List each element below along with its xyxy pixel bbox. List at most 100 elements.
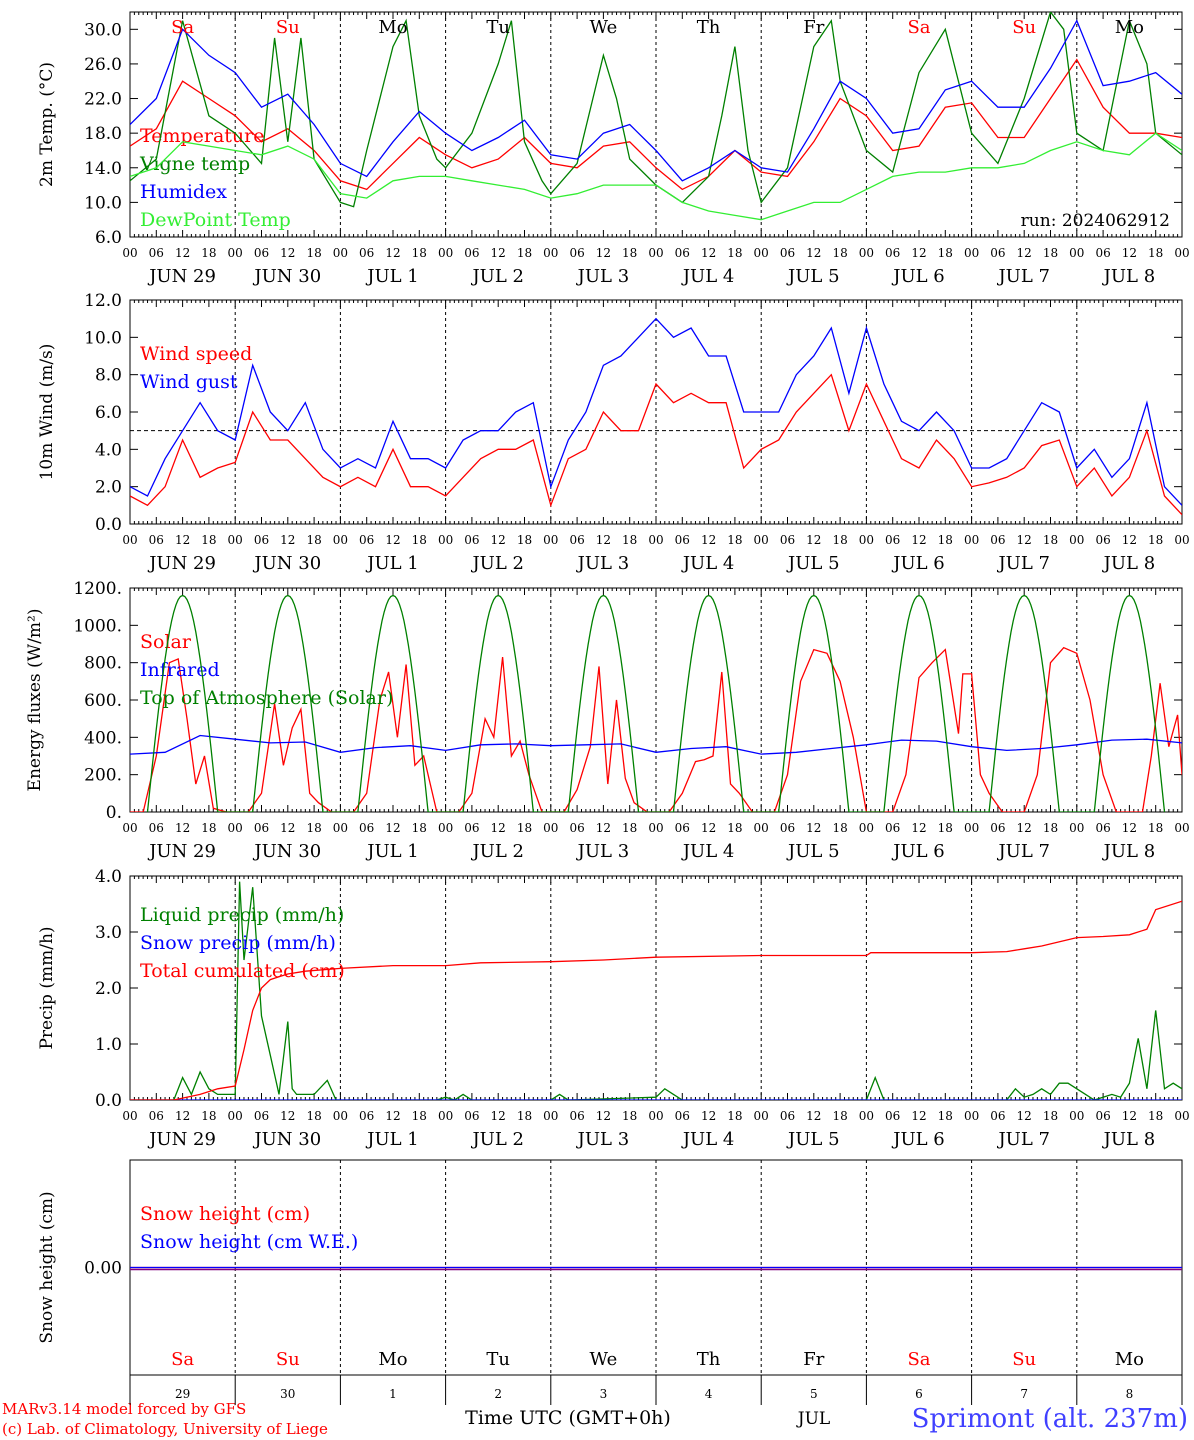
hour-tick-label: 12 bbox=[1122, 821, 1137, 835]
hour-tick-label: 06 bbox=[359, 821, 374, 835]
hour-tick-label: 18 bbox=[306, 246, 321, 260]
hour-tick-label: 00 bbox=[1069, 1109, 1084, 1123]
hour-tick-label: 00 bbox=[438, 533, 453, 547]
date-label: JUL 1 bbox=[365, 1129, 419, 1150]
hour-tick-label: 18 bbox=[1148, 533, 1163, 547]
hour-tick-label: 00 bbox=[859, 1109, 874, 1123]
date-label: JUL 1 bbox=[365, 553, 419, 574]
y-tick-label: 22.0 bbox=[84, 90, 122, 110]
hour-tick-label: 18 bbox=[832, 246, 847, 260]
hour-tick-label: 00 bbox=[438, 246, 453, 260]
hour-tick-label: 06 bbox=[359, 246, 374, 260]
hour-tick-label: 18 bbox=[727, 1109, 742, 1123]
hour-tick-label: 00 bbox=[1069, 821, 1084, 835]
day-name-bottom: Su bbox=[1012, 1349, 1036, 1370]
day-name-bottom: Sa bbox=[907, 1349, 930, 1370]
legend-label: DewPoint Temp bbox=[140, 209, 291, 231]
hour-tick-label: 00 bbox=[964, 246, 979, 260]
hour-tick-label: 18 bbox=[517, 533, 532, 547]
panel-2: 00 06 12 18 00 06 12 18 00 06 12 18 00 06 12 18 00 06 12 18… bbox=[37, 291, 1190, 574]
hour-tick-label: 12 bbox=[1017, 821, 1032, 835]
legend-label: Temperature bbox=[140, 125, 264, 147]
hour-tick-label: 18 bbox=[622, 246, 637, 260]
day-name-top: Th bbox=[697, 17, 721, 38]
date-label: JUL 1 bbox=[365, 266, 419, 287]
hour-tick-label: 12 bbox=[175, 246, 190, 260]
hour-tick-label: 12 bbox=[280, 1109, 295, 1123]
day-number: 1 bbox=[389, 1387, 397, 1401]
hour-tick-label: 12 bbox=[806, 246, 821, 260]
hour-tick-label: 06 bbox=[464, 533, 479, 547]
date-label: JUL 3 bbox=[576, 266, 630, 287]
day-name-top: We bbox=[590, 17, 618, 38]
hour-tick-label: 00 bbox=[543, 533, 558, 547]
hour-tick-label: 18 bbox=[306, 1109, 321, 1123]
hour-tick-label: 00 bbox=[543, 1109, 558, 1123]
date-label: JUL 4 bbox=[681, 1129, 735, 1150]
y-tick-label: 30.0 bbox=[84, 20, 122, 40]
hour-tick-label: 06 bbox=[990, 1109, 1005, 1123]
y-tick-label: 18.0 bbox=[84, 124, 122, 144]
panel-5: 0.00 Snow height (cm) Snow height (cm) Snow… bbox=[37, 1159, 1183, 1376]
hour-tick-label: 12 bbox=[911, 533, 926, 547]
date-label: JUL 6 bbox=[891, 841, 945, 862]
y-axis-label: Precip (mm/h) bbox=[37, 926, 57, 1049]
date-label: JUL 3 bbox=[576, 1129, 630, 1150]
date-label: JUN 29 bbox=[147, 553, 216, 574]
hour-tick-label: 12 bbox=[806, 533, 821, 547]
hour-tick-label: 06 bbox=[675, 1109, 690, 1123]
hour-tick-label: 18 bbox=[727, 533, 742, 547]
hour-tick-label: 12 bbox=[385, 533, 400, 547]
date-label: JUN 30 bbox=[252, 1129, 321, 1150]
day-number: 5 bbox=[810, 1387, 818, 1401]
hour-tick-label: 00 bbox=[122, 246, 137, 260]
date-label: JUL 7 bbox=[996, 1129, 1050, 1150]
hour-tick-label: 00 bbox=[333, 533, 348, 547]
hour-tick-label: 18 bbox=[1148, 246, 1163, 260]
hour-tick-label: 18 bbox=[727, 821, 742, 835]
hour-tick-label: 18 bbox=[938, 1109, 953, 1123]
y-tick-label: 10.0 bbox=[84, 193, 122, 213]
date-label: JUL 4 bbox=[681, 266, 735, 287]
hour-tick-label: 00 bbox=[754, 533, 769, 547]
hour-tick-label: 00 bbox=[648, 246, 663, 260]
hour-tick-label: 18 bbox=[1043, 821, 1058, 835]
legend-label: Snow precip (mm/h) bbox=[140, 932, 336, 954]
hour-tick-label: 06 bbox=[254, 821, 269, 835]
hour-tick-label: 12 bbox=[806, 821, 821, 835]
y-axis-label: 2m Temp. (°C) bbox=[37, 62, 57, 187]
hour-tick-label: 00 bbox=[438, 821, 453, 835]
day-number: 6 bbox=[915, 1387, 923, 1401]
hour-tick-label: 00 bbox=[543, 821, 558, 835]
hour-tick-label: 12 bbox=[596, 246, 611, 260]
y-tick-label: 3.0 bbox=[95, 923, 122, 943]
y-tick-label: 1000. bbox=[73, 616, 122, 636]
hour-tick-label: 12 bbox=[1017, 1109, 1032, 1123]
hour-tick-label: 00 bbox=[964, 821, 979, 835]
y-tick-label: 2.0 bbox=[95, 478, 122, 498]
legend-label: Wind gust bbox=[140, 371, 238, 393]
hour-tick-label: 18 bbox=[306, 821, 321, 835]
hour-tick-label: 06 bbox=[359, 533, 374, 547]
hour-tick-label: 18 bbox=[1043, 246, 1058, 260]
series-line bbox=[130, 373, 1182, 516]
y-tick-label: 200. bbox=[84, 766, 122, 786]
hour-tick-label: 00 bbox=[122, 1109, 137, 1123]
hour-tick-label: 12 bbox=[1017, 246, 1032, 260]
hour-tick-label: 12 bbox=[806, 1109, 821, 1123]
hour-tick-label: 06 bbox=[990, 246, 1005, 260]
hour-tick-label: 12 bbox=[280, 821, 295, 835]
hour-tick-label: 00 bbox=[648, 1109, 663, 1123]
legend-label: Top of Atmosphere (Solar) bbox=[140, 687, 393, 709]
hour-tick-label: 12 bbox=[911, 1109, 926, 1123]
hour-tick-label: 12 bbox=[596, 821, 611, 835]
series-line bbox=[130, 12, 1182, 208]
hour-tick-label: 18 bbox=[832, 821, 847, 835]
hour-tick-label: 18 bbox=[622, 533, 637, 547]
day-name-top: Tu bbox=[486, 17, 510, 38]
hour-tick-label: 18 bbox=[201, 821, 216, 835]
hour-tick-label: 06 bbox=[990, 821, 1005, 835]
hour-tick-label: 06 bbox=[149, 1109, 164, 1123]
hour-tick-label: 00 bbox=[1174, 1109, 1189, 1123]
day-number: 2 bbox=[494, 1387, 502, 1401]
